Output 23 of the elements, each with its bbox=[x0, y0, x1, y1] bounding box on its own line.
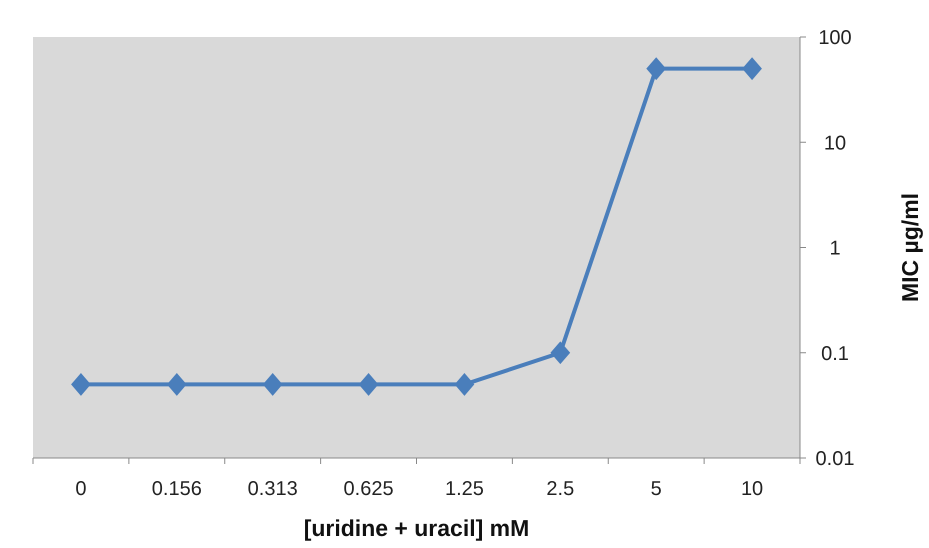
point bbox=[454, 373, 474, 396]
point bbox=[166, 373, 187, 396]
x-tick-label: 0.156 bbox=[152, 478, 202, 500]
y-tick-label: 0.1 bbox=[821, 342, 849, 365]
point bbox=[742, 57, 762, 80]
x-tick-label: 2.5 bbox=[546, 478, 574, 500]
x-tick-label: 1.25 bbox=[444, 478, 484, 500]
point bbox=[358, 373, 378, 396]
x-axis-title: [uridine + uracil] mM bbox=[304, 515, 530, 541]
y-tick-label: 0.01 bbox=[816, 448, 854, 470]
point bbox=[646, 57, 666, 80]
y-axis-title: MIC µg/ml bbox=[897, 192, 923, 302]
y-tick-label: 10 bbox=[824, 132, 846, 154]
point bbox=[71, 373, 91, 396]
y-tick-label: 1 bbox=[829, 238, 841, 260]
x-tick-label: 0 bbox=[75, 478, 86, 500]
y-tick-label: 100 bbox=[818, 27, 852, 49]
x-tick-label: 5 bbox=[650, 478, 662, 500]
point bbox=[550, 341, 570, 364]
x-tick-label: 10 bbox=[740, 478, 764, 500]
x-tick-label: 0.625 bbox=[344, 478, 394, 500]
point bbox=[262, 373, 283, 396]
x-tick-label: 0.313 bbox=[248, 478, 298, 500]
